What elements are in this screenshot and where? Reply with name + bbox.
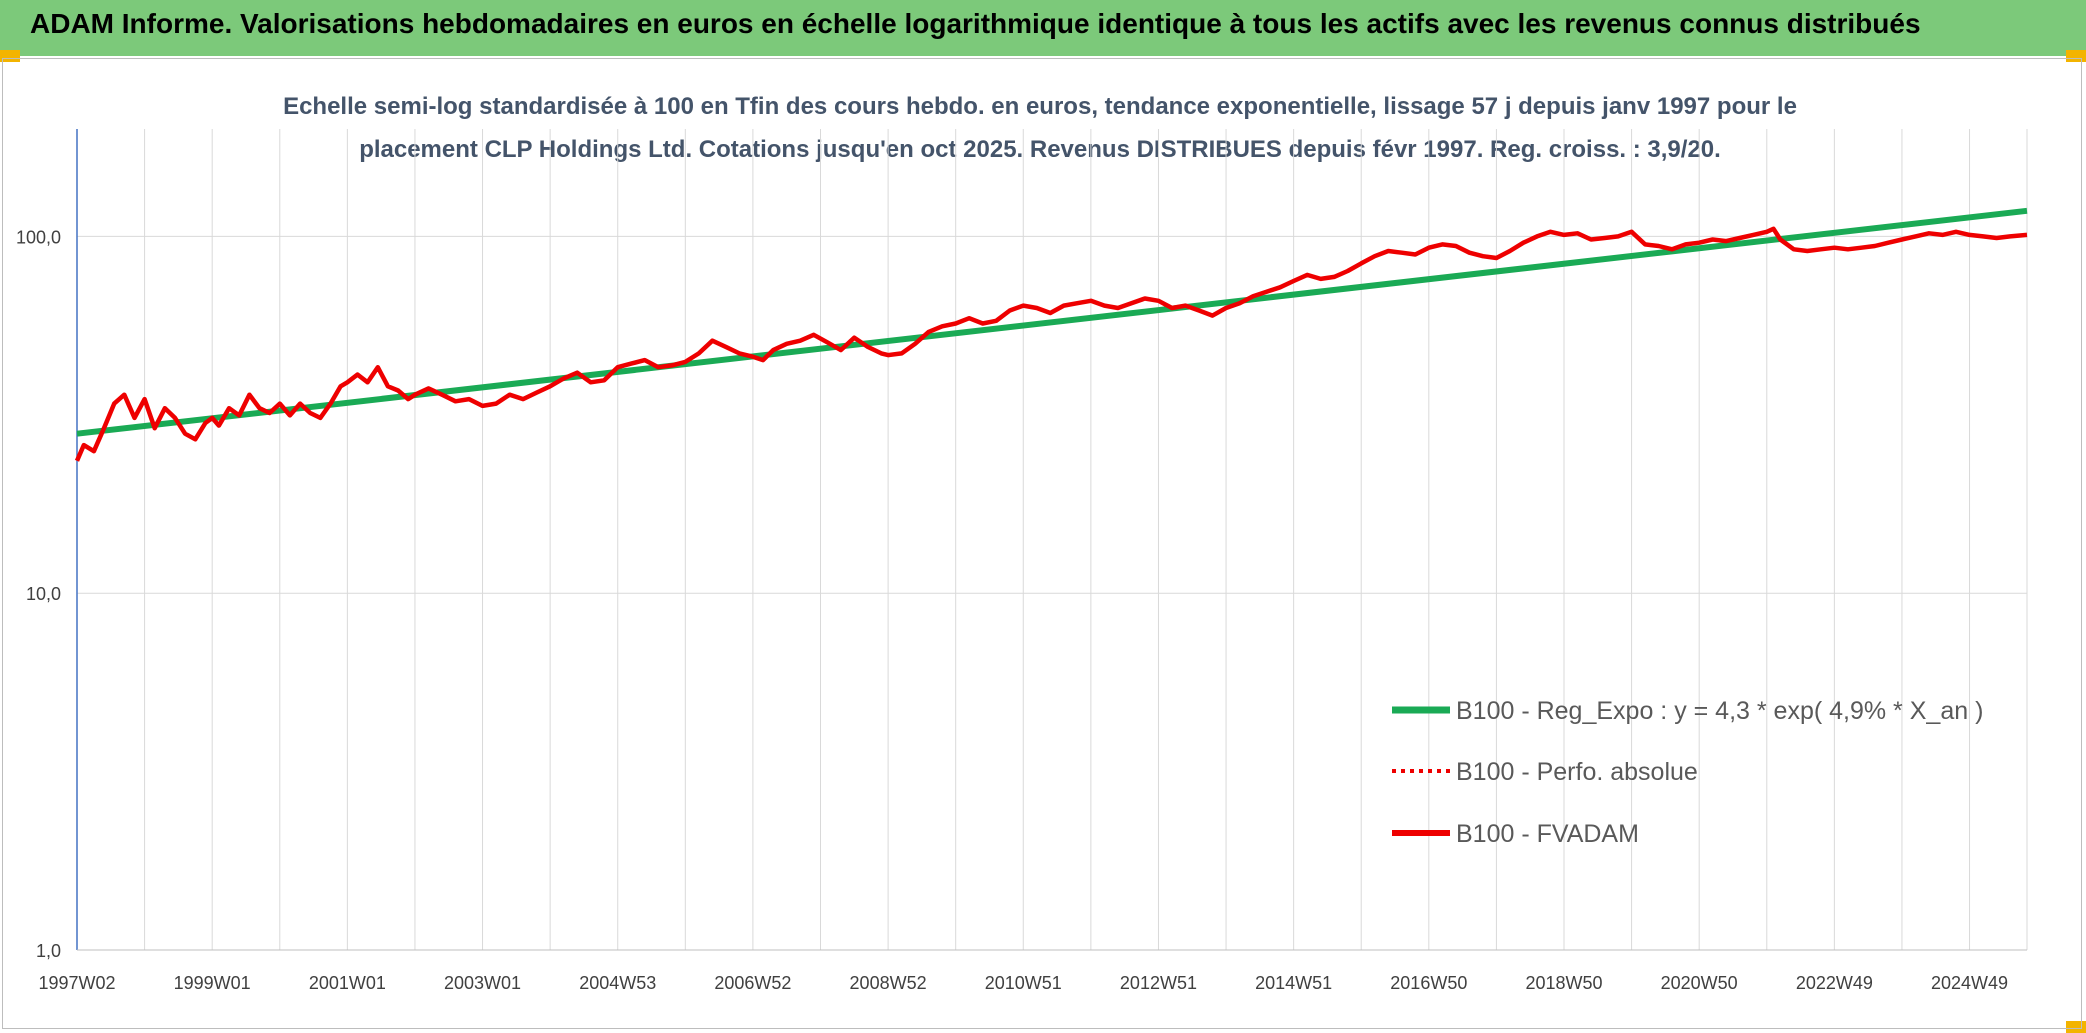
series-layer: [74, 207, 2028, 462]
legend: B100 - Reg_Expo : y = 4,3 * exp( 4,9% * …: [1392, 697, 1983, 848]
x-tick-label: 1997W02: [38, 973, 115, 993]
x-tick-label: 2010W51: [985, 973, 1062, 993]
y-tick-label: 10,0: [26, 584, 61, 604]
header-bar: ADAM Informe. Valorisations hebdomadaire…: [0, 0, 2086, 56]
x-tick-label: 2018W50: [1525, 973, 1602, 993]
x-tick-label: 2016W50: [1390, 973, 1467, 993]
series-line-0: [76, 207, 2028, 437]
chart-frame: [2, 58, 2082, 1029]
y-tick-label: 1,0: [36, 941, 61, 961]
x-tick-label: 2003W01: [444, 973, 521, 993]
x-tick-label: 2006W52: [714, 973, 791, 993]
chart-subtitle-line2: placement CLP Holdings Ltd. Cotations ju…: [359, 136, 1721, 163]
corner-marker: [0, 50, 20, 62]
axes: 1997W02 1999W01 2001W01 2003W01 2004W53 2006W…: [16, 129, 2027, 993]
x-tick-label: 1999W01: [174, 973, 251, 993]
y-tick-label: 100,0: [16, 227, 61, 247]
legend-label-trend: B100 - Reg_Expo : y = 4,3 * exp( 4,9% * …: [1456, 697, 1983, 725]
grid: [77, 129, 2028, 951]
legend-label-perfo: B100 - Perfo. absolue: [1456, 758, 1698, 786]
x-tick-label: 2012W51: [1120, 973, 1197, 993]
x-tick-label: 2001W01: [309, 973, 386, 993]
x-tick-label: 2022W49: [1796, 973, 1873, 993]
chart-subtitle-line1: Echelle semi-log standardisée à 100 en T…: [283, 93, 1797, 120]
legend-label-fvadam: B100 - FVADAM: [1456, 820, 1639, 848]
x-tick-label: 2008W52: [850, 973, 927, 993]
x-tick-label: 2004W53: [579, 973, 656, 993]
x-tick-label: 2024W49: [1931, 973, 2008, 993]
x-tick-label: 2014W51: [1255, 973, 1332, 993]
series-line-2: [74, 226, 2028, 462]
x-tick-label: 2020W50: [1661, 973, 1738, 993]
page-title: ADAM Informe. Valorisations hebdomadaire…: [30, 8, 1921, 39]
